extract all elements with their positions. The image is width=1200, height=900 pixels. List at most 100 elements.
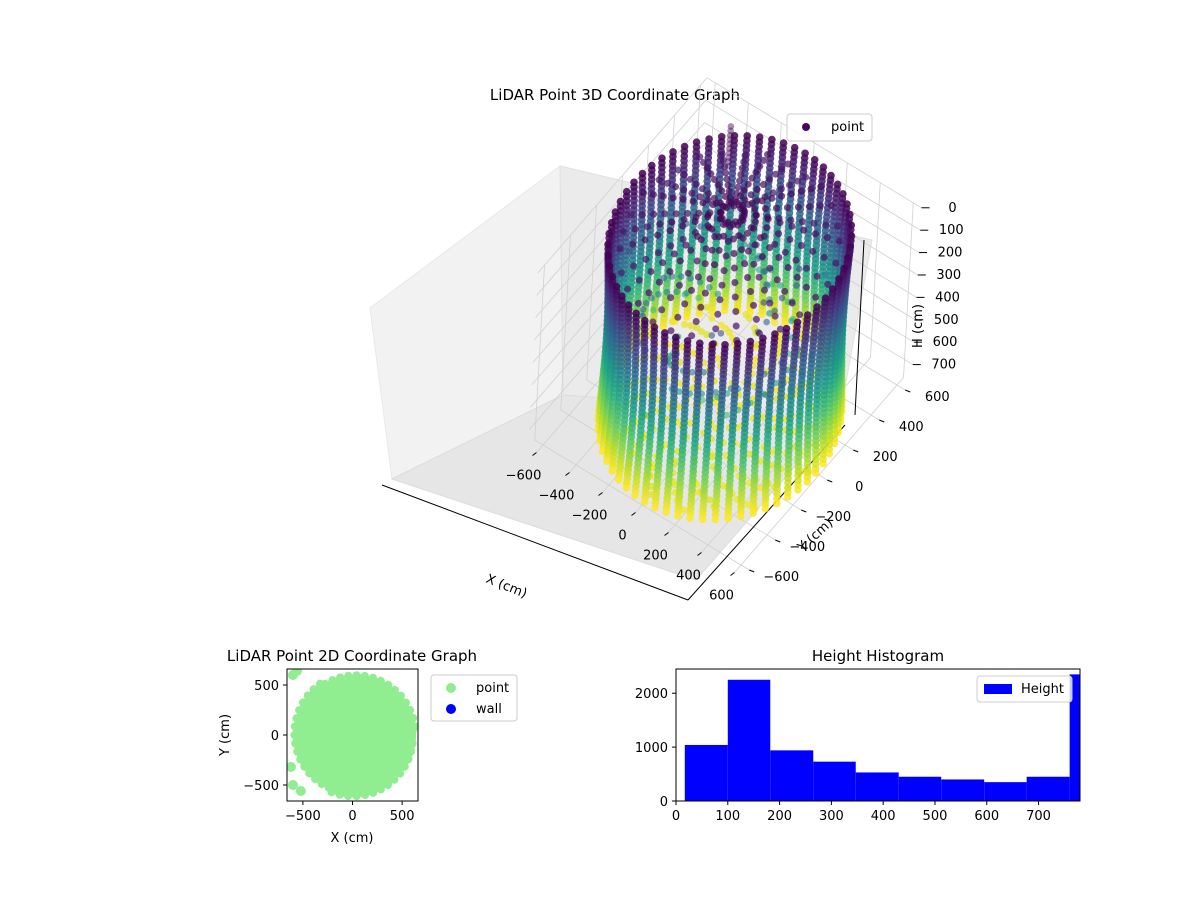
point-3d [641, 316, 649, 325]
point-3d [761, 504, 769, 513]
point-3d [752, 218, 759, 226]
point-3d [624, 285, 632, 293]
ticks-histogram: 0 100 200 300 400 500 600 700 0 1000 2000 [635, 687, 1051, 824]
point-3d [730, 235, 737, 243]
point-3d [744, 501, 753, 509]
point-3d [725, 154, 733, 161]
point-3d [793, 273, 801, 281]
point-2d [287, 780, 298, 790]
y-tick-label-histogram: 2000 [635, 687, 668, 702]
point-3d [660, 274, 668, 282]
point-3d [624, 301, 633, 309]
point-3d [766, 310, 773, 317]
point-scatter-2d [287, 669, 418, 801]
point-3d [697, 328, 706, 336]
point-3d [719, 482, 727, 490]
point-3d [741, 241, 748, 248]
x-tick-3d [730, 572, 735, 576]
point-3d [688, 332, 696, 340]
point-3d [648, 161, 656, 170]
point-3d [740, 254, 748, 262]
point-3d [670, 250, 678, 258]
point-3d [700, 159, 707, 166]
point-3d [673, 288, 680, 296]
point-3d [727, 131, 734, 139]
point-3d [642, 255, 650, 263]
point-3d [714, 310, 722, 318]
point-3d [724, 181, 732, 189]
x-axis-label-3d: X (cm) [484, 572, 529, 602]
point-3d [650, 323, 659, 332]
point-3d [773, 499, 781, 508]
point-3d [718, 187, 726, 195]
point-3d [730, 264, 738, 272]
point-3d [796, 265, 803, 273]
point-3d [668, 218, 676, 226]
point-3d [798, 218, 806, 226]
point-3d [759, 181, 767, 188]
point-3d [764, 151, 771, 158]
point-3d [696, 193, 704, 201]
point-3d [738, 164, 746, 172]
point-3d [710, 176, 718, 183]
grid-line [537, 77, 708, 274]
x-axis-line [381, 484, 689, 601]
point-3d [720, 267, 728, 275]
point-3d [727, 123, 735, 130]
point-3d [726, 136, 734, 143]
point-3d [775, 254, 783, 261]
point-3d [718, 214, 726, 222]
point-3d [655, 291, 662, 298]
point-3d [752, 315, 760, 323]
point-3d [788, 222, 796, 230]
point-3d [680, 216, 688, 224]
point-3d [807, 185, 815, 193]
point-3d [736, 512, 745, 521]
y-tick-3d [879, 419, 885, 423]
point-3d [692, 318, 700, 325]
point-3d [757, 457, 765, 465]
legend-2d-label-point: point [476, 681, 509, 696]
y-tick-label-2d: 0 [271, 729, 279, 744]
x-tick-3d [565, 472, 570, 476]
point-3d [725, 149, 733, 157]
point-3d [766, 264, 774, 272]
chart-3d-title: LiDAR Point 3D Coordinate Graph [490, 86, 740, 104]
point-3d [756, 162, 764, 170]
point-3d [691, 218, 699, 225]
z-tick-label-3d: 700 [931, 358, 956, 373]
point-3d [670, 480, 678, 488]
point-3d [719, 156, 727, 164]
point-3d [674, 313, 682, 321]
point-3d [740, 158, 748, 166]
point-3d [604, 240, 612, 249]
point-3d [760, 156, 768, 164]
point-3d [712, 388, 719, 396]
legend-histogram-label: Height [1021, 682, 1064, 697]
point-3d [632, 309, 640, 318]
legend-3d-marker [802, 123, 810, 131]
point-3d [805, 203, 813, 211]
point-3d [812, 293, 820, 301]
point-3d [745, 247, 752, 255]
x-tick-label-3d: 0 [618, 529, 626, 544]
point-3d [751, 241, 759, 249]
point-3d [680, 186, 688, 194]
point-3d [659, 259, 667, 267]
chart-3d: LiDAR Point 3D Coordinate Graph −600 −400… [369, 77, 964, 604]
plot-area-histogram [675, 668, 1081, 802]
point-3d [678, 343, 686, 351]
legend-2d: point wall [430, 674, 518, 722]
point-3d [751, 205, 759, 213]
point-cloud [594, 123, 856, 524]
y-tick-3d [853, 449, 859, 453]
point-3d [619, 228, 627, 235]
point-3d [816, 202, 824, 210]
point-3d [622, 187, 631, 196]
y-axis-label-2d: Y (cm) [218, 714, 233, 757]
point-3d [681, 300, 689, 308]
point-3d [787, 190, 795, 198]
point-3d [758, 253, 766, 260]
point-3d [783, 204, 791, 212]
y-tick-label-histogram: 1000 [635, 741, 668, 756]
